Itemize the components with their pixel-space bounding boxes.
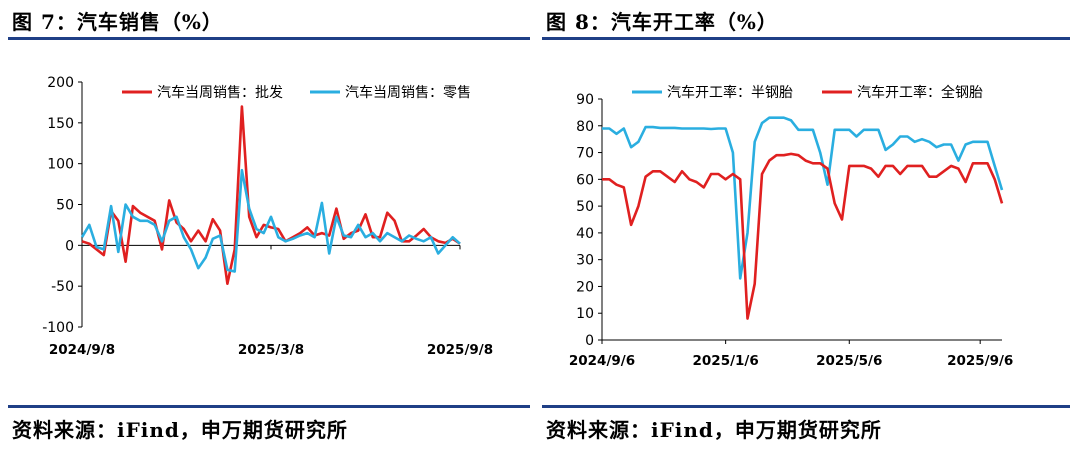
right-y-tick-label: 70 [576,146,594,162]
right-source-note: 资料来源：iFind，申万期货研究所 [546,418,882,442]
left-series-group [80,105,461,285]
auto-operating-rate-chart: 0 10 20 30 40 50 60 70 80 90 2024/9/6 2025/1/6 2025/… [569,84,1013,367]
left-x-tick-label: 2025/3/8 [238,342,304,358]
right-series-group [602,116,1004,320]
left-y-tick-label: -50 [51,279,74,295]
left-figure-title: 图 7：汽车销售（%） [12,10,223,34]
right-legend-label-1: 汽车开工率：半钢胎 [667,84,793,101]
right-y-tick-label: 50 [576,199,594,215]
left-y-tick-label: 0 [65,238,74,254]
right-x-tick-label: 2025/9/6 [947,353,1013,367]
left-y-tick-label: 150 [47,116,74,132]
left-series-line-2 [80,168,461,273]
right-y-tick-label: 10 [576,306,594,322]
right-y-tick-label: 90 [576,92,594,108]
right-x-tick-label: 2025/1/6 [693,353,759,367]
right-y-tick-label: 20 [576,279,594,295]
right-y-tick-label: 80 [576,119,594,135]
right-legend: 汽车开工率：半钢胎 汽车开工率：全钢胎 [632,84,983,101]
right-series-line-2 [602,152,1004,320]
right-bottom-rule [542,405,1070,408]
left-x-tick-label: 2025/9/8 [427,342,493,358]
right-y-tick-label: 30 [576,253,594,269]
right-series-line-1 [602,116,1004,280]
left-series-line-1 [81,105,461,285]
right-x-tick-label: 2024/9/6 [569,353,635,367]
left-y-tick-label: 100 [47,157,74,173]
left-axes: -100 -50 0 50 100 150 200 2024/9/8 2025/3/8 2025/… [42,75,493,358]
left-y-tick-label: 200 [47,75,74,91]
left-source-note: 资料来源：iFind，申万期货研究所 [12,418,348,442]
right-y-tick-label: 60 [576,172,594,188]
left-y-tick-label: -100 [42,320,74,336]
left-legend-label-1: 汽车当周销售：批发 [157,84,283,101]
left-legend-label-2: 汽车当周销售：零售 [345,84,471,101]
left-y-tick-label: 50 [56,198,74,214]
right-axes: 0 10 20 30 40 50 60 70 80 90 2024/9/6 2025/1/6 2025/… [569,92,1013,367]
right-figure-title: 图 8：汽车开工率（%） [546,10,778,34]
left-top-rule [8,37,530,40]
right-x-tick-label: 2025/5/6 [816,353,882,367]
right-y-tick-label: 40 [576,226,594,242]
right-legend-label-2: 汽车开工率：全钢胎 [857,84,983,101]
left-bottom-rule [8,405,530,408]
left-legend: 汽车当周销售：批发 汽车当周销售：零售 [122,84,471,101]
right-top-rule [542,37,1070,40]
auto-sales-chart: -100 -50 0 50 100 150 200 2024/9/8 2025/3/8 2025/… [42,75,493,358]
left-x-tick-label: 2024/9/8 [49,342,115,358]
right-y-tick-label: 0 [585,333,594,349]
